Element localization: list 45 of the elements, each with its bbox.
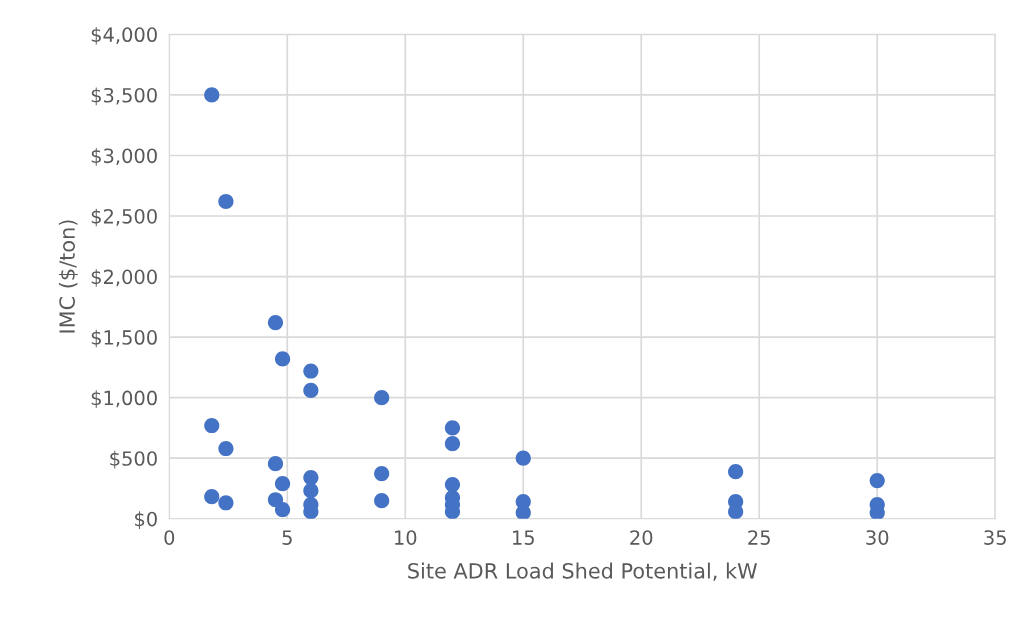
x-tick-label: 20 (630, 530, 653, 545)
point (728, 504, 744, 519)
x-axis-title: Site ADR Load Shed Potential, kW (408, 562, 758, 581)
point (515, 450, 531, 466)
y-tick-label: $1,500 (91, 329, 157, 348)
point (218, 440, 234, 457)
point (303, 483, 319, 499)
y-tick-label: $0 (135, 511, 157, 529)
point (274, 351, 291, 367)
x-tick-label: 30 (866, 530, 889, 545)
point (218, 495, 234, 511)
x-tick-label: 10 (395, 530, 417, 545)
point (515, 505, 531, 519)
point (204, 489, 220, 505)
point (374, 493, 390, 509)
point (218, 193, 234, 210)
point (274, 476, 291, 492)
point (303, 363, 319, 379)
y-tick-label: $2,000 (91, 269, 157, 287)
y-tick-label: $4,000 (91, 26, 157, 45)
x-tick-label: 15 (513, 530, 534, 545)
point (374, 465, 390, 482)
y-tick-label: $3,500 (91, 87, 157, 106)
x-tick-label: 35 (984, 530, 1006, 545)
point (374, 390, 390, 406)
y-tick-label: $500 (110, 450, 157, 469)
x-tick-label: 25 (748, 530, 770, 545)
point (267, 456, 284, 472)
point (303, 469, 319, 486)
y-axis-title: IMC ($/ton) (58, 220, 78, 333)
point (303, 382, 319, 398)
point (204, 87, 220, 103)
y-tick-label: $1,000 (91, 390, 157, 408)
point (444, 436, 461, 452)
point (267, 314, 284, 331)
y-tick-label: $3,000 (91, 148, 157, 166)
point (444, 476, 461, 493)
point (444, 420, 461, 436)
x-tick-label: 5 (282, 530, 292, 545)
point (204, 417, 220, 434)
y-tick-label: $2,500 (91, 208, 157, 227)
point (869, 473, 885, 489)
point (728, 464, 744, 480)
x-tick-label: 0 (164, 530, 175, 545)
point (274, 502, 291, 518)
